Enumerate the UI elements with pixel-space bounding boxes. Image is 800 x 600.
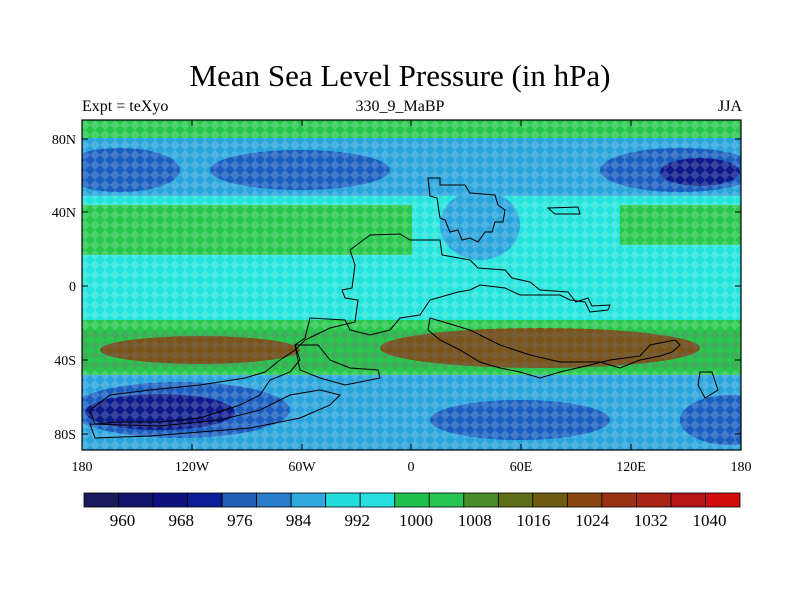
colorbar-swatch <box>532 492 568 508</box>
colorbar-label: 1000 <box>399 511 433 530</box>
island-outline-southeast <box>697 371 719 399</box>
lon-tick-label: 120E <box>616 460 646 475</box>
colorbar: 960 968 976 984 992 1000 1008 1016 1024 1032 1040 <box>83 492 741 530</box>
colorbar-swatch <box>636 492 672 508</box>
colorbar-label: 1008 <box>458 511 492 530</box>
colorbar-swatch <box>118 492 154 508</box>
colorbar-swatch <box>359 492 396 508</box>
map-title: Mean Sea Level Pressure (in hPa) <box>189 58 611 93</box>
lon-tick-label: 180 <box>72 460 93 475</box>
colorbar-label: 960 <box>110 511 136 530</box>
colorbar-swatch <box>705 492 741 508</box>
colorbar-label: 1024 <box>575 511 610 530</box>
lat-tick-label: 80N <box>52 133 76 148</box>
lat-tick-label: 80S <box>54 428 76 443</box>
lat-tick-label: 40N <box>52 206 76 221</box>
colorbar-swatch <box>290 492 327 508</box>
colorbar-label: 992 <box>345 511 371 530</box>
northern-landmass-outline <box>427 177 506 243</box>
colorbar-label: 984 <box>286 511 312 530</box>
lat-tick-label: 40S <box>54 354 76 369</box>
colorbar-swatch <box>428 492 465 508</box>
colorbar-label: 1016 <box>516 511 550 530</box>
continent-outlines <box>89 177 719 439</box>
latitude-axis: 80N 40N 0 40S 80S <box>52 133 741 443</box>
pangaea-southern-outline <box>89 233 611 425</box>
interior-basin-outline <box>294 344 381 386</box>
colorbar-swatch <box>463 492 499 508</box>
stipple-overlay <box>82 120 741 450</box>
antarctic-coast-outline <box>89 389 341 439</box>
colorbar-swatch <box>83 492 119 508</box>
lon-tick-label: 0 <box>408 460 415 475</box>
season-label: JJA <box>717 98 742 115</box>
colorbar-label: 976 <box>227 511 253 530</box>
colorbar-swatch <box>670 492 706 508</box>
lon-tick-label: 120W <box>175 460 210 475</box>
colorbar-swatch <box>325 492 361 508</box>
lon-tick-label: 180 <box>731 460 752 475</box>
pressure-field <box>82 120 741 450</box>
colorbar-swatch <box>256 492 292 508</box>
lat-tick-label: 0 <box>69 280 76 295</box>
experiment-label: Expt = teXyo <box>82 98 169 115</box>
colorbar-label: 1032 <box>634 511 668 530</box>
island-outline-east <box>546 206 581 215</box>
stipple-dark-overlay <box>82 330 741 370</box>
colorbar-swatch <box>152 492 188 508</box>
colorbar-swatch <box>601 492 637 508</box>
colorbar-swatch <box>566 492 603 508</box>
colorbar-swatch <box>497 492 534 508</box>
longitude-axis: 180 120W 60W 0 60E 120E 180 <box>72 120 752 475</box>
southern-coast-outline <box>427 317 681 379</box>
lon-tick-label: 60W <box>288 460 316 475</box>
colorbar-swatch <box>187 492 223 508</box>
colorbar-swatch <box>221 492 258 508</box>
colorbar-label: 968 <box>168 511 194 530</box>
colorbar-label: 1040 <box>692 511 726 530</box>
colorbar-swatch <box>394 492 430 508</box>
lon-tick-label: 60E <box>510 460 533 475</box>
period-label: 330_9_MaBP <box>355 98 445 115</box>
